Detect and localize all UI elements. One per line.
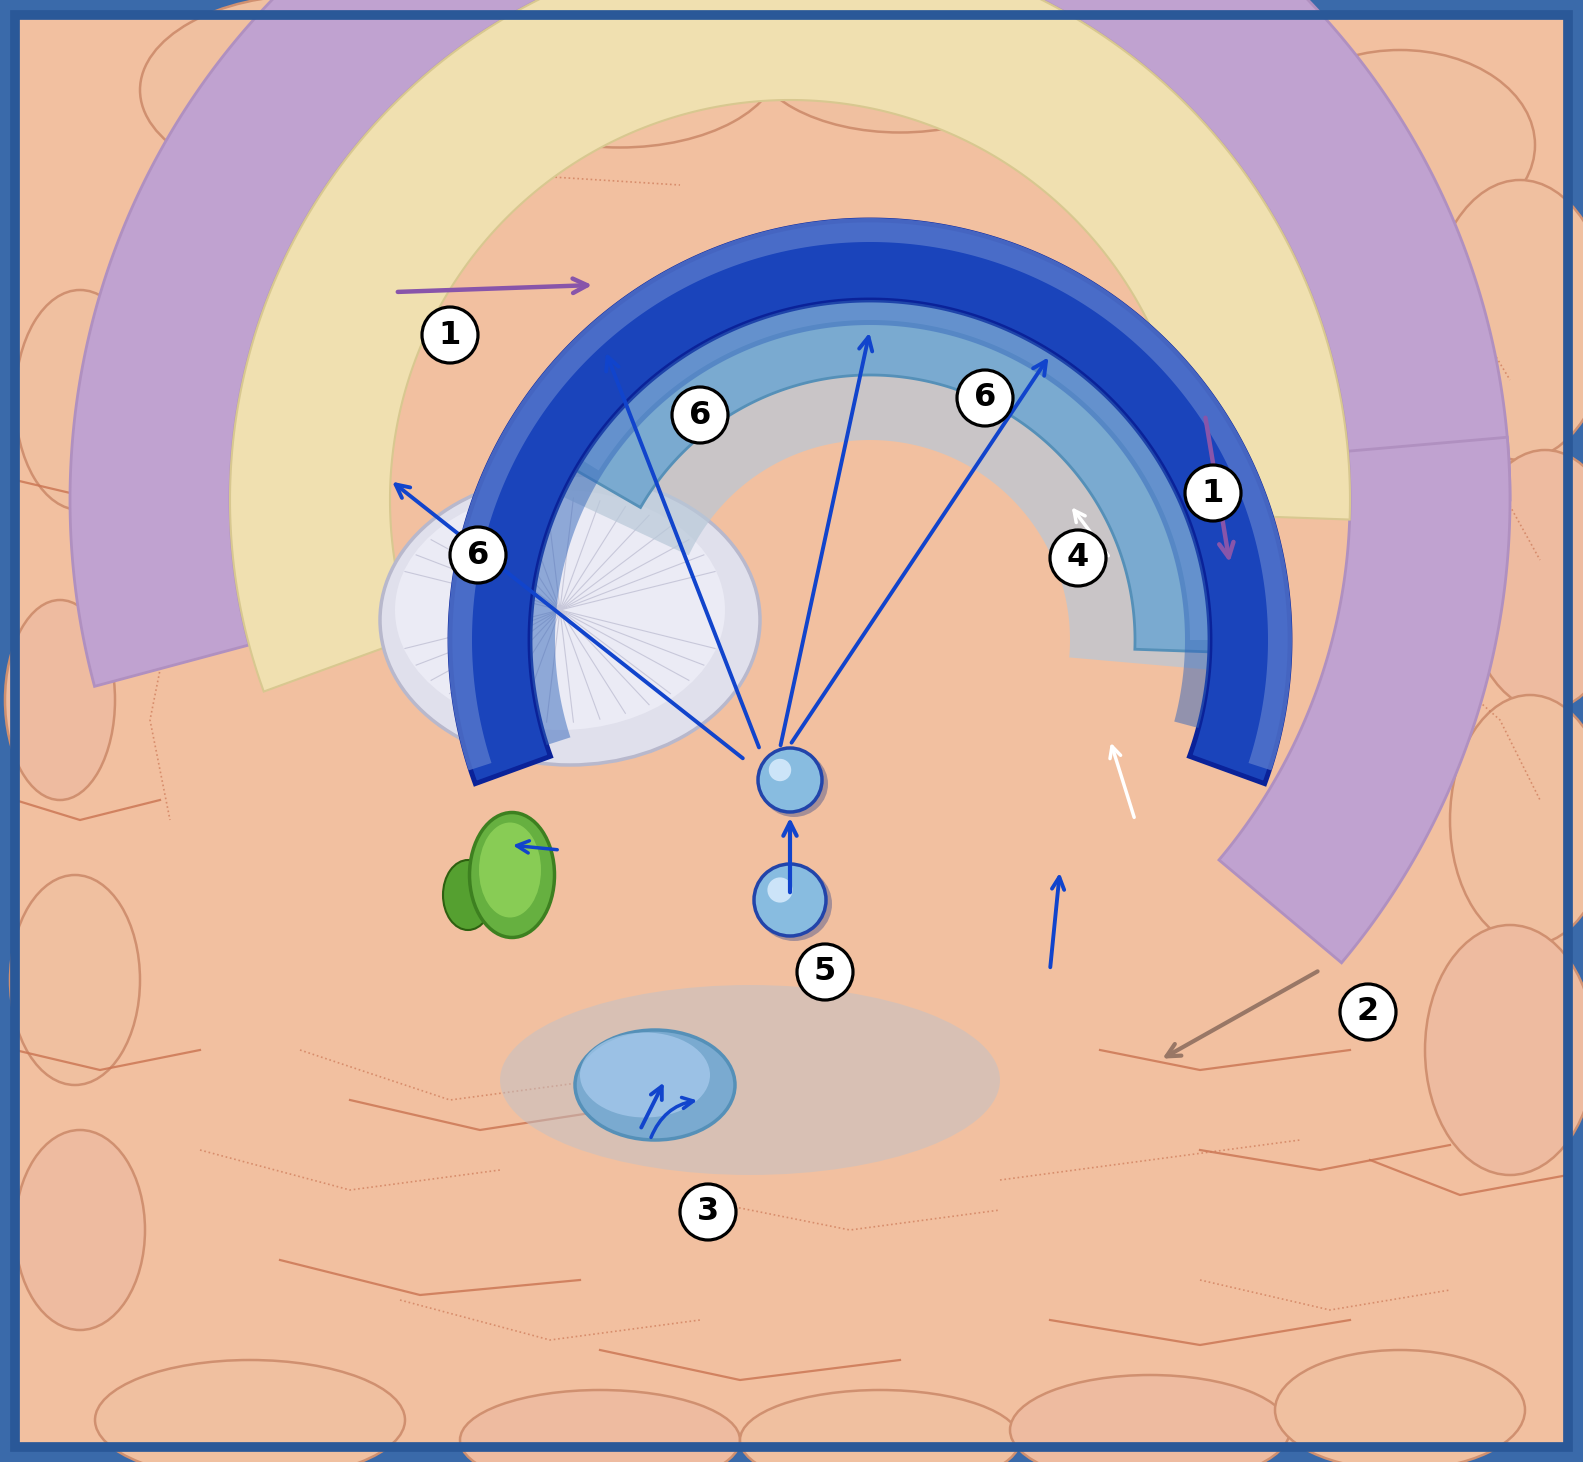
Circle shape bbox=[768, 877, 793, 902]
Circle shape bbox=[423, 307, 478, 363]
Ellipse shape bbox=[1450, 694, 1583, 944]
Ellipse shape bbox=[380, 475, 760, 765]
Polygon shape bbox=[70, 0, 1510, 686]
Ellipse shape bbox=[1274, 1349, 1524, 1462]
Circle shape bbox=[796, 944, 853, 1000]
Text: 6: 6 bbox=[467, 539, 489, 570]
Polygon shape bbox=[230, 0, 1350, 692]
Circle shape bbox=[769, 759, 792, 781]
Ellipse shape bbox=[396, 490, 725, 730]
Polygon shape bbox=[578, 295, 1216, 640]
Polygon shape bbox=[14, 15, 1569, 1447]
Polygon shape bbox=[571, 295, 1216, 652]
Circle shape bbox=[1050, 531, 1107, 586]
Ellipse shape bbox=[575, 1031, 735, 1140]
Ellipse shape bbox=[760, 751, 828, 817]
Text: 1: 1 bbox=[438, 320, 461, 351]
Ellipse shape bbox=[1010, 1374, 1290, 1462]
Circle shape bbox=[1186, 465, 1241, 520]
Text: 2: 2 bbox=[1357, 997, 1379, 1028]
Ellipse shape bbox=[14, 1130, 146, 1330]
Circle shape bbox=[1339, 984, 1396, 1039]
Ellipse shape bbox=[750, 0, 1050, 133]
Text: 4: 4 bbox=[1067, 542, 1089, 573]
Ellipse shape bbox=[500, 985, 1000, 1175]
Circle shape bbox=[681, 1184, 736, 1240]
Text: 1: 1 bbox=[1201, 478, 1224, 509]
Ellipse shape bbox=[757, 867, 833, 942]
Circle shape bbox=[754, 864, 826, 936]
Circle shape bbox=[673, 387, 728, 443]
Circle shape bbox=[450, 526, 507, 583]
Ellipse shape bbox=[1015, 0, 1304, 168]
Ellipse shape bbox=[139, 0, 480, 186]
Text: 6: 6 bbox=[689, 399, 711, 430]
Text: 6: 6 bbox=[974, 383, 996, 414]
Circle shape bbox=[958, 370, 1013, 425]
Ellipse shape bbox=[5, 599, 116, 800]
Ellipse shape bbox=[1429, 180, 1583, 461]
Polygon shape bbox=[557, 295, 1216, 670]
Polygon shape bbox=[530, 300, 1209, 746]
Ellipse shape bbox=[95, 1360, 405, 1462]
Polygon shape bbox=[448, 218, 1292, 770]
Polygon shape bbox=[1219, 437, 1510, 963]
Ellipse shape bbox=[1265, 50, 1536, 240]
Ellipse shape bbox=[1425, 925, 1583, 1175]
Ellipse shape bbox=[443, 860, 492, 930]
Ellipse shape bbox=[739, 1390, 1019, 1462]
Ellipse shape bbox=[579, 1032, 711, 1117]
Ellipse shape bbox=[1464, 450, 1583, 711]
Text: 3: 3 bbox=[697, 1196, 719, 1228]
Ellipse shape bbox=[461, 1390, 739, 1462]
Polygon shape bbox=[450, 219, 1290, 784]
Circle shape bbox=[758, 749, 822, 811]
Text: 5: 5 bbox=[814, 956, 836, 987]
Ellipse shape bbox=[480, 823, 541, 918]
Ellipse shape bbox=[14, 289, 146, 510]
Ellipse shape bbox=[461, 0, 780, 148]
Ellipse shape bbox=[470, 813, 554, 937]
Ellipse shape bbox=[9, 874, 139, 1085]
